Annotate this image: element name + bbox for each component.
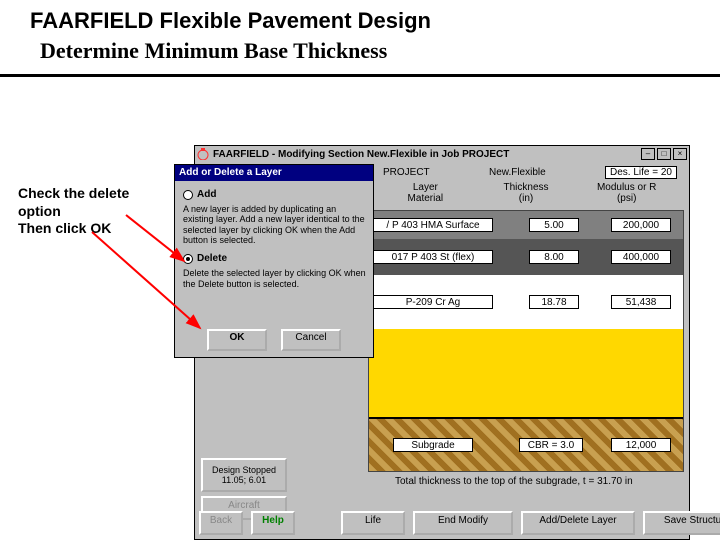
slide: FAARFIELD Flexible Pavement Design Deter… — [0, 0, 720, 540]
